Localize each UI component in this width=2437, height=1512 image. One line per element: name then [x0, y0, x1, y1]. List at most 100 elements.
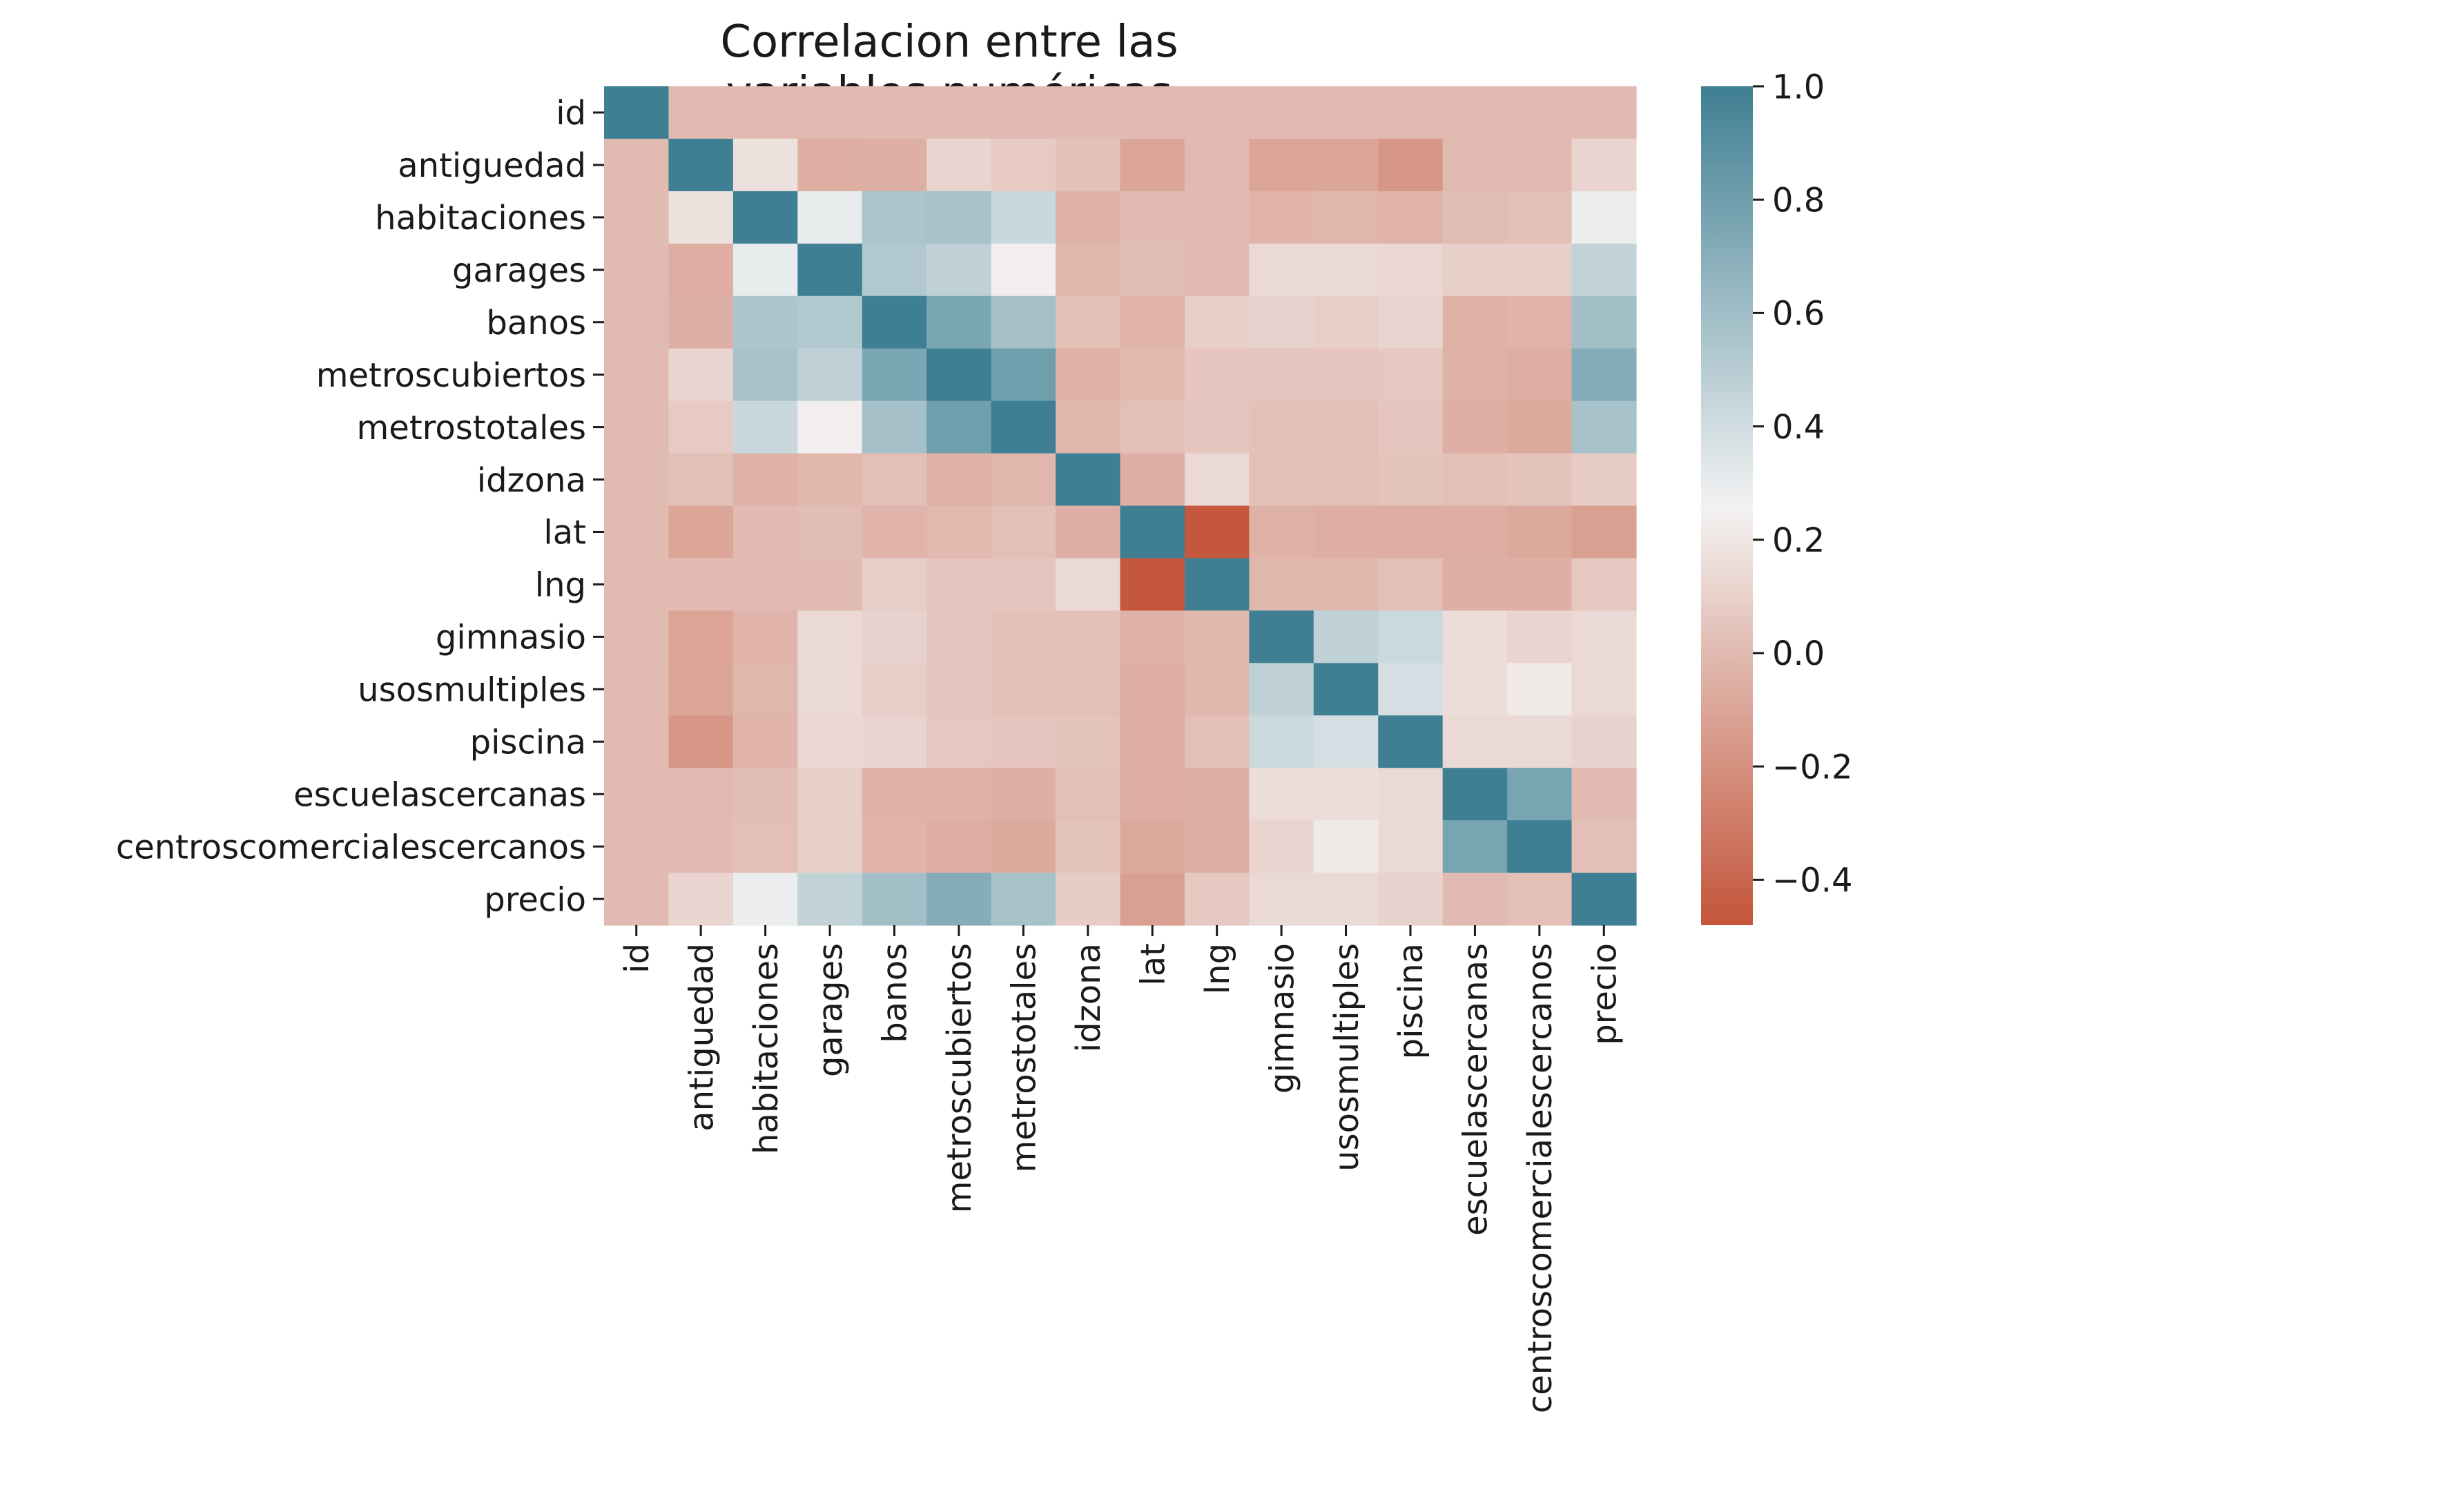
heatmap-cell-gimnasio-precio — [1571, 610, 1637, 663]
colorbar-tick-label: 0.0 — [1772, 634, 1825, 673]
heatmap-cell-habitaciones-garages — [797, 191, 863, 244]
heatmap-cell-metroscubiertos-precio — [1571, 348, 1637, 402]
heatmap-cell-metrostotales-metrostotales — [991, 400, 1056, 454]
heatmap-cell-lat-gimnasio — [1249, 505, 1314, 559]
heatmap-cell-precio-metroscubiertos — [926, 873, 992, 926]
heatmap-cell-idzona-usosmultiples — [1313, 453, 1379, 507]
heatmap-cell-antiguedad-centroscomercialescercanos — [1507, 138, 1573, 192]
heatmap-cell-centroscomercialescercanos-escuelascercanas — [1442, 820, 1508, 873]
heatmap-cell-metroscubiertos-centroscomercialescercanos — [1507, 348, 1573, 402]
heatmap-cell-escuelascercanas-piscina — [1378, 768, 1444, 821]
heatmap-cell-precio-usosmultiples — [1313, 873, 1379, 926]
heatmap-cell-lat-habitaciones — [732, 505, 798, 559]
heatmap-cell-metroscubiertos-escuelascercanas — [1442, 348, 1508, 402]
heatmap-cell-lng-habitaciones — [732, 558, 798, 611]
heatmap-cell-precio-garages — [797, 873, 863, 926]
heatmap-cell-gimnasio-gimnasio — [1249, 610, 1314, 663]
y-tick-label: habitaciones — [375, 199, 586, 238]
heatmap-cell-escuelascercanas-garages — [797, 768, 863, 821]
heatmap-cell-banos-precio — [1571, 295, 1637, 349]
heatmap-cell-lat-piscina — [1378, 505, 1444, 559]
x-tick-label: lng — [1198, 943, 1237, 994]
heatmap-cell-usosmultiples-antiguedad — [668, 663, 734, 716]
heatmap-cell-usosmultiples-centroscomercialescercanos — [1507, 663, 1573, 716]
heatmap-cell-banos-garages — [797, 295, 863, 349]
x-tick-label: banos — [876, 943, 915, 1043]
heatmap-cell-precio-precio — [1571, 873, 1637, 926]
heatmap-cell-lng-idzona — [1056, 558, 1121, 611]
heatmap-cell-garages-banos — [862, 243, 927, 297]
heatmap-cell-metrostotales-garages — [797, 400, 863, 454]
heatmap-cell-id-antiguedad — [668, 86, 734, 139]
heatmap-cell-metrostotales-lng — [1184, 400, 1250, 454]
heatmap-cell-lat-metrostotales — [991, 505, 1056, 559]
x-tick-label: piscina — [1392, 943, 1430, 1059]
heatmap-cell-lat-metroscubiertos — [926, 505, 992, 559]
y-tick-label: idzona — [477, 461, 586, 500]
heatmap-cell-precio-escuelascercanas — [1442, 873, 1508, 926]
heatmap-cell-metroscubiertos-piscina — [1378, 348, 1444, 402]
heatmap-cell-antiguedad-habitaciones — [732, 138, 798, 192]
heatmap-cell-id-garages — [797, 86, 863, 139]
heatmap-cell-usosmultiples-id — [604, 663, 670, 716]
heatmap-cell-escuelascercanas-precio — [1571, 768, 1637, 821]
heatmap-cell-usosmultiples-idzona — [1056, 663, 1121, 716]
heatmap-cell-metroscubiertos-id — [604, 348, 670, 402]
heatmap-cell-lat-escuelascercanas — [1442, 505, 1508, 559]
y-tick-label: antiguedad — [398, 146, 586, 185]
heatmap-cell-metroscubiertos-antiguedad — [668, 348, 734, 402]
heatmap-cell-garages-metrostotales — [991, 243, 1056, 297]
heatmap-cell-escuelascercanas-lng — [1184, 768, 1250, 821]
heatmap-cell-piscina-garages — [797, 715, 863, 768]
heatmap-cell-lng-lng — [1184, 558, 1250, 611]
heatmap-cell-escuelascercanas-usosmultiples — [1313, 768, 1379, 821]
heatmap-cell-banos-usosmultiples — [1313, 295, 1379, 349]
heatmap-cell-banos-habitaciones — [732, 295, 798, 349]
heatmap-cell-gimnasio-lat — [1120, 610, 1185, 663]
x-tick-label: usosmultiples — [1328, 943, 1366, 1172]
heatmap-cell-lng-garages — [797, 558, 863, 611]
heatmap-cell-escuelascercanas-metroscubiertos — [926, 768, 992, 821]
heatmap-cell-piscina-idzona — [1056, 715, 1121, 768]
heatmap-cell-antiguedad-antiguedad — [668, 138, 734, 192]
heatmap-cell-banos-antiguedad — [668, 295, 734, 349]
heatmap-cell-lng-piscina — [1378, 558, 1444, 611]
heatmap-cell-escuelascercanas-habitaciones — [732, 768, 798, 821]
y-tick-label: lng — [535, 566, 586, 605]
heatmap-cell-lng-lat — [1120, 558, 1185, 611]
y-tick-label: metroscubiertos — [316, 356, 586, 395]
heatmap-cell-metrostotales-antiguedad — [668, 400, 734, 454]
heatmap-cell-garages-garages — [797, 243, 863, 297]
colorbar-tick-label: −0.2 — [1772, 748, 1853, 786]
heatmap-cell-garages-usosmultiples — [1313, 243, 1379, 297]
heatmap-cell-piscina-precio — [1571, 715, 1637, 768]
heatmap-cell-lng-banos — [862, 558, 927, 611]
heatmap-cell-banos-centroscomercialescercanos — [1507, 295, 1573, 349]
heatmap-cell-metrostotales-usosmultiples — [1313, 400, 1379, 454]
heatmap-cell-idzona-lng — [1184, 453, 1250, 507]
heatmap-cell-piscina-usosmultiples — [1313, 715, 1379, 768]
heatmap-cell-habitaciones-piscina — [1378, 191, 1444, 244]
heatmap-cell-gimnasio-habitaciones — [732, 610, 798, 663]
heatmap-cell-precio-metrostotales — [991, 873, 1056, 926]
heatmap-cell-garages-lng — [1184, 243, 1250, 297]
heatmap-cell-gimnasio-centroscomercialescercanos — [1507, 610, 1573, 663]
heatmap-cell-metrostotales-escuelascercanas — [1442, 400, 1508, 454]
y-tick-label: gimnasio — [436, 619, 586, 657]
y-tick-label: centroscomercialescercanos — [116, 828, 586, 866]
heatmap-cell-id-idzona — [1056, 86, 1121, 139]
heatmap-cell-banos-metrostotales — [991, 295, 1056, 349]
heatmap-cell-idzona-precio — [1571, 453, 1637, 507]
heatmap-cell-centroscomercialescercanos-centroscomercialescercanos — [1507, 820, 1573, 873]
heatmap-cell-gimnasio-garages — [797, 610, 863, 663]
heatmap-cell-escuelascercanas-centroscomercialescercanos — [1507, 768, 1573, 821]
heatmap-cell-antiguedad-idzona — [1056, 138, 1121, 192]
heatmap-cell-metrostotales-gimnasio — [1249, 400, 1314, 454]
x-tick-label: habitaciones — [747, 943, 786, 1154]
heatmap-cell-idzona-gimnasio — [1249, 453, 1314, 507]
heatmap-cell-habitaciones-centroscomercialescercanos — [1507, 191, 1573, 244]
heatmap-cell-precio-antiguedad — [668, 873, 734, 926]
heatmap-cell-piscina-antiguedad — [668, 715, 734, 768]
